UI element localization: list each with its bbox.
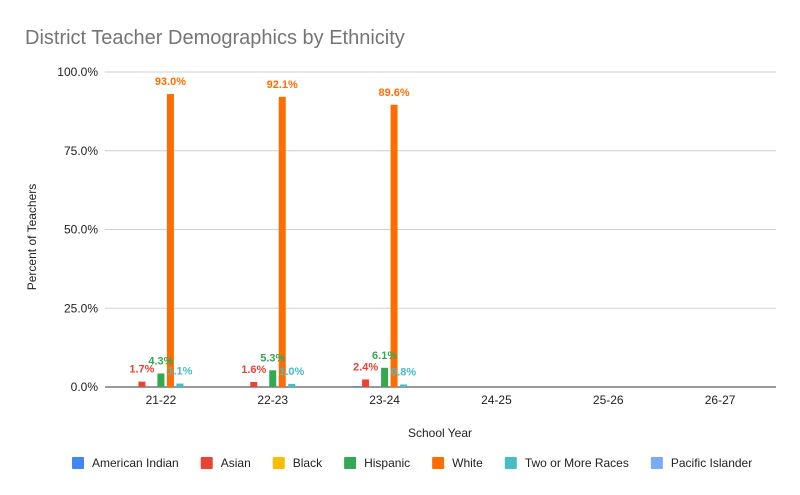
data-labels: 1.7% 1.6% 2.4% 4.3% 5.3% 6.1% 93.0% 92.1% 89.6% 1… bbox=[129, 76, 416, 378]
bar bbox=[157, 373, 165, 387]
legend-swatch bbox=[272, 457, 285, 469]
legend-label: American Indian bbox=[92, 456, 179, 470]
x-tick-label: 23-24 bbox=[369, 393, 400, 407]
legend-label: Pacific Islander bbox=[671, 456, 752, 470]
bars bbox=[138, 94, 408, 388]
x-axis-title: School Year bbox=[408, 426, 472, 440]
data-label: 92.1% bbox=[267, 79, 298, 91]
x-tick-label: 25-26 bbox=[593, 393, 624, 407]
legend-swatch bbox=[72, 457, 84, 469]
legend-label: Asian bbox=[221, 456, 251, 470]
gridlines bbox=[105, 71, 776, 388]
legend-label: Two or More Races bbox=[525, 456, 629, 470]
legend: American Indian Asian Black Hispanic White Tw… bbox=[72, 456, 752, 470]
y-tick-label: 50.0% bbox=[64, 223, 98, 237]
x-tick-label: 26-27 bbox=[705, 393, 736, 407]
data-label: 6.1% bbox=[372, 350, 397, 362]
data-label: 93.0% bbox=[155, 76, 186, 88]
chart-title: District Teacher Demographics by Ethnici… bbox=[25, 27, 405, 49]
data-label: 89.6% bbox=[378, 87, 409, 99]
bar bbox=[176, 383, 184, 387]
bar bbox=[269, 370, 277, 387]
data-label: 1.7% bbox=[129, 364, 154, 376]
bar bbox=[362, 379, 370, 387]
legend-label: White bbox=[452, 456, 483, 470]
bar bbox=[390, 104, 398, 387]
x-tick-label: 24-25 bbox=[481, 393, 512, 407]
legend-swatch bbox=[650, 457, 663, 469]
bar bbox=[352, 386, 360, 387]
x-tick-label: 22-23 bbox=[257, 393, 288, 407]
legend-swatch bbox=[200, 457, 213, 469]
x-axis-ticks: 21-22 22-23 23-24 24-25 25-26 26-27 bbox=[146, 393, 736, 407]
bar bbox=[400, 384, 408, 387]
legend-swatch bbox=[504, 457, 517, 469]
bar bbox=[250, 381, 258, 387]
y-tick-label: 0.0% bbox=[71, 380, 99, 394]
legend-label: Hispanic bbox=[364, 456, 410, 470]
y-tick-label: 75.0% bbox=[64, 144, 98, 158]
bar bbox=[381, 367, 389, 387]
x-tick-label: 21-22 bbox=[146, 393, 177, 407]
bar bbox=[166, 94, 174, 388]
data-label: 4.3% bbox=[148, 355, 173, 367]
data-label: 0.8% bbox=[391, 366, 416, 378]
y-tick-label: 25.0% bbox=[64, 301, 98, 315]
y-axis-ticks: 0.0% 25.0% 50.0% 75.0% 100.0% bbox=[57, 65, 98, 394]
bar bbox=[278, 96, 286, 387]
data-label: 1.0% bbox=[279, 366, 304, 378]
data-label: 1.1% bbox=[167, 366, 192, 378]
bar bbox=[288, 383, 296, 387]
data-label: 2.4% bbox=[353, 361, 378, 373]
bar bbox=[138, 381, 146, 387]
y-tick-label: 100.0% bbox=[57, 65, 98, 79]
data-label: 5.3% bbox=[260, 352, 285, 364]
legend-swatch bbox=[344, 457, 357, 469]
legend-label: Black bbox=[293, 456, 323, 470]
y-axis-title: Percent of Teachers bbox=[25, 184, 39, 291]
legend-swatch bbox=[432, 457, 445, 469]
data-label: 1.6% bbox=[241, 364, 266, 376]
